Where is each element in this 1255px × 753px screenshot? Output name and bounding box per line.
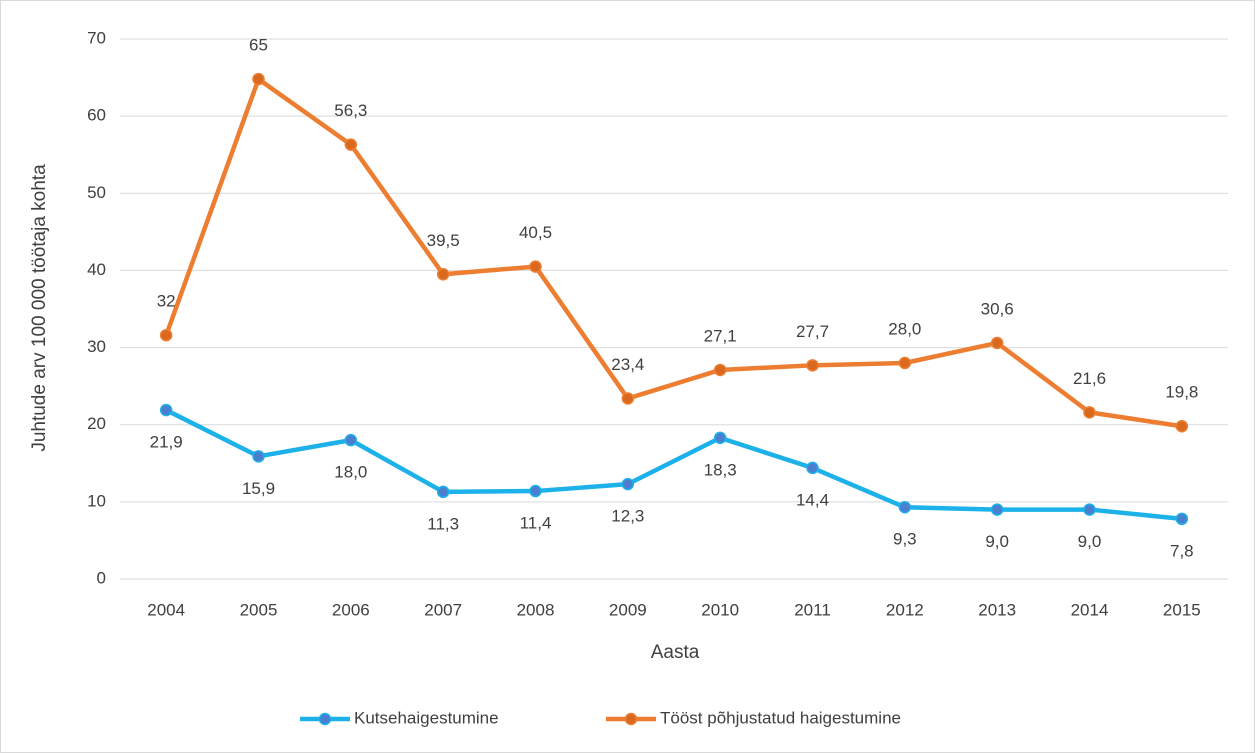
x-tick-label: 2006 bbox=[332, 600, 370, 619]
series-line bbox=[165, 408, 1183, 522]
y-tick-label: 30 bbox=[87, 337, 106, 356]
data-label: 9,0 bbox=[985, 532, 1009, 551]
data-point bbox=[713, 431, 727, 445]
data-point bbox=[806, 359, 819, 372]
data-label: 11,4 bbox=[520, 514, 552, 533]
data-label: 12,3 bbox=[611, 507, 644, 526]
data-label: 21,9 bbox=[150, 433, 183, 452]
x-tick-label: 2009 bbox=[609, 600, 647, 619]
data-label: 14,4 bbox=[796, 490, 829, 509]
y-tick-label: 70 bbox=[87, 28, 106, 47]
data-label: 21,6 bbox=[1073, 369, 1106, 388]
data-point bbox=[436, 485, 450, 499]
x-tick-label: 2015 bbox=[1163, 600, 1201, 619]
data-point bbox=[990, 336, 1004, 350]
data-point bbox=[252, 72, 265, 86]
data-label: 32 bbox=[157, 292, 176, 311]
series-line bbox=[164, 76, 1183, 429]
x-tick-label: 2013 bbox=[978, 600, 1016, 619]
data-label: 7,8 bbox=[1170, 541, 1194, 560]
x-tick-label: 2012 bbox=[886, 600, 924, 619]
data-label: 40,5 bbox=[519, 223, 552, 242]
data-label: 56,3 bbox=[334, 101, 367, 120]
y-tick-label: 60 bbox=[87, 106, 106, 125]
legend-label: Kutsehaigestumine bbox=[354, 708, 499, 727]
data-point bbox=[436, 268, 450, 281]
data-point bbox=[621, 392, 635, 405]
x-tick-label: 2004 bbox=[147, 600, 185, 619]
data-label: 9,0 bbox=[1078, 532, 1102, 551]
data-point bbox=[990, 503, 1004, 516]
y-tick-label: 0 bbox=[97, 568, 106, 587]
y-tick-label: 20 bbox=[87, 414, 106, 433]
data-point bbox=[1083, 406, 1096, 419]
data-point bbox=[159, 328, 173, 342]
data-point bbox=[898, 356, 912, 370]
data-point bbox=[621, 477, 635, 491]
y-tick-label: 10 bbox=[87, 491, 106, 510]
x-tick-label: 2010 bbox=[701, 600, 739, 619]
data-label: 27,1 bbox=[704, 326, 737, 345]
data-point bbox=[1175, 420, 1189, 433]
y-axis-label: Juhtude arv 100 000 töötaja kohta bbox=[29, 164, 50, 452]
data-label: 65 bbox=[249, 36, 268, 55]
legend-marker bbox=[624, 712, 638, 726]
x-tick-label: 2014 bbox=[1071, 600, 1109, 619]
data-label: 18,3 bbox=[704, 460, 737, 479]
data-point bbox=[529, 260, 542, 273]
data-point bbox=[252, 450, 265, 463]
y-tick-label: 40 bbox=[87, 260, 106, 279]
data-label: 30,6 bbox=[981, 299, 1014, 318]
data-label: 39,5 bbox=[427, 231, 460, 250]
data-label: 23,4 bbox=[611, 355, 644, 374]
data-label: 19,8 bbox=[1165, 383, 1198, 402]
data-label: 9,3 bbox=[893, 530, 917, 549]
data-label: 15,9 bbox=[242, 479, 275, 498]
data-label: 11,3 bbox=[427, 514, 459, 533]
x-tick-label: 2005 bbox=[240, 600, 278, 619]
x-tick-label: 2008 bbox=[517, 600, 555, 619]
data-point bbox=[344, 433, 358, 447]
data-label: 18,0 bbox=[334, 463, 367, 482]
data-label: 27,7 bbox=[796, 322, 829, 341]
data-point bbox=[344, 138, 358, 151]
x-axis-label: Aasta bbox=[651, 642, 700, 663]
data-point bbox=[1083, 503, 1096, 516]
y-tick-label: 50 bbox=[87, 183, 106, 202]
data-point bbox=[529, 484, 542, 498]
x-tick-label: 2011 bbox=[794, 600, 831, 619]
data-point bbox=[713, 363, 727, 377]
legend-marker bbox=[318, 712, 332, 726]
data-point bbox=[898, 501, 912, 514]
data-point bbox=[806, 461, 819, 475]
x-tick-label: 2007 bbox=[424, 600, 462, 619]
data-label: 28,0 bbox=[888, 319, 921, 338]
data-point bbox=[159, 403, 173, 417]
data-point bbox=[1175, 512, 1189, 526]
legend-label: Tööst põhjustatud haigestumine bbox=[660, 708, 901, 727]
